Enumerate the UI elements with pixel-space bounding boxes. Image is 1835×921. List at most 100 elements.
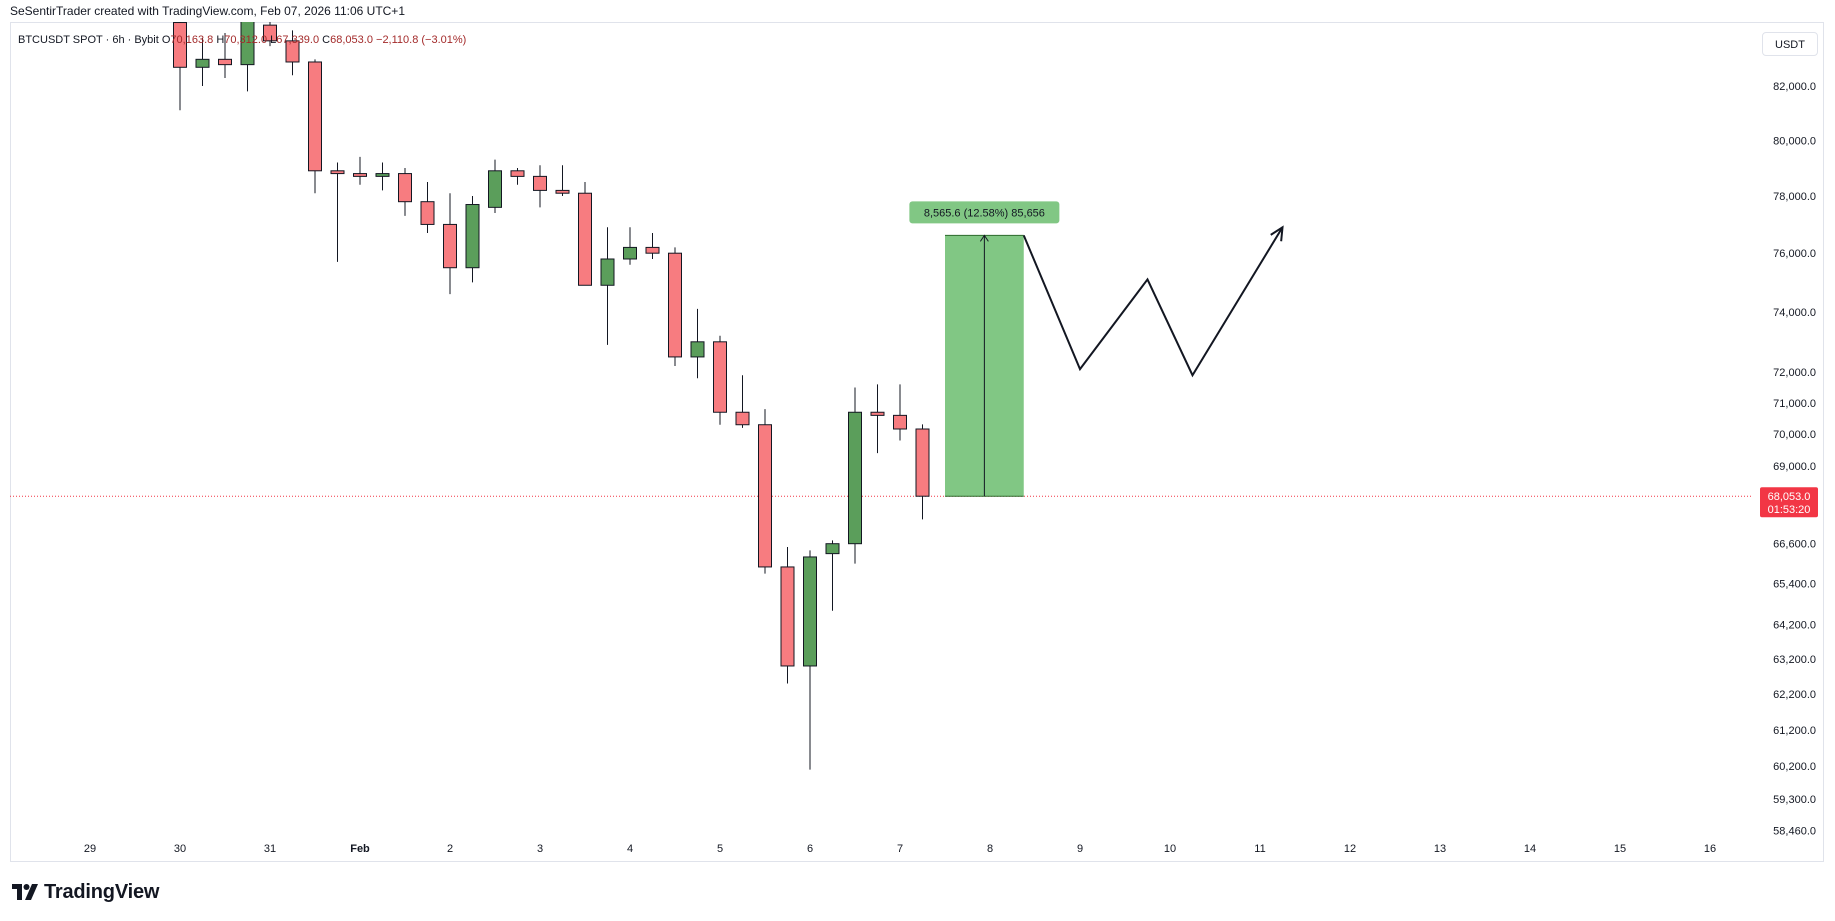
candle[interactable] xyxy=(623,227,637,265)
candle[interactable] xyxy=(578,181,592,286)
candle[interactable] xyxy=(353,156,367,185)
candle-body xyxy=(735,411,750,426)
chart-frame[interactable] xyxy=(10,22,1824,862)
candle[interactable] xyxy=(173,0,187,111)
candle-body xyxy=(758,424,772,568)
price-range-label-bg xyxy=(909,201,1060,224)
candle[interactable] xyxy=(510,168,525,185)
candle-body xyxy=(803,556,817,667)
candle[interactable] xyxy=(893,384,907,441)
y-tick-label: 63,200.0 xyxy=(1773,654,1816,666)
candle-body xyxy=(690,341,705,358)
candle[interactable] xyxy=(308,59,322,194)
candle-body xyxy=(488,170,502,208)
candle[interactable] xyxy=(713,335,727,425)
x-tick-label: 7 xyxy=(897,843,903,855)
symbol-title[interactable]: BTCUSDT SPOT · 6h · Bybit xyxy=(18,34,159,46)
candle[interactable] xyxy=(555,165,570,197)
y-tick-label: 58,460.0 xyxy=(1773,826,1816,838)
candle-body xyxy=(510,170,525,177)
tradingview-logo-icon xyxy=(12,884,38,900)
candle[interactable] xyxy=(645,233,660,259)
candle[interactable] xyxy=(600,227,615,345)
y-tick-label: 74,000.0 xyxy=(1773,307,1816,319)
candle[interactable] xyxy=(263,7,277,47)
candle[interactable] xyxy=(533,165,547,208)
candle[interactable] xyxy=(758,409,772,574)
x-tick-label: 11 xyxy=(1254,843,1265,855)
candle-body xyxy=(893,414,907,430)
x-tick-label: 30 xyxy=(174,843,186,855)
candle[interactable] xyxy=(825,540,840,611)
candle[interactable] xyxy=(780,547,795,684)
x-tick-label: 14 xyxy=(1524,843,1536,855)
x-tick-label: Feb xyxy=(350,843,370,855)
high-label: H xyxy=(216,34,225,46)
candle-body xyxy=(578,192,592,286)
candle[interactable] xyxy=(375,162,390,191)
candle-body xyxy=(375,173,390,177)
candle-body xyxy=(870,411,885,416)
x-tick-label: 16 xyxy=(1704,843,1716,855)
candle-body xyxy=(353,173,367,177)
brand-name: TradingView xyxy=(44,880,160,903)
candle[interactable] xyxy=(870,384,885,454)
change-value: −2,110.8 (−3.01%) xyxy=(376,34,467,46)
x-tick-label: 13 xyxy=(1434,843,1446,855)
candle[interactable] xyxy=(330,162,345,262)
candle[interactable] xyxy=(420,181,435,234)
candle-body xyxy=(848,411,862,545)
projection-path[interactable] xyxy=(1022,226,1284,378)
symbol-legend: BTCUSDT SPOT · 6h · Bybit O70,163.8 H70,… xyxy=(18,34,466,46)
candle-body xyxy=(915,428,930,497)
candle[interactable] xyxy=(735,375,750,428)
low-value: 67,339.0 xyxy=(276,34,320,46)
candle-body xyxy=(218,58,232,66)
close-value: 68,053.0 xyxy=(330,34,373,46)
candle[interactable] xyxy=(848,387,862,564)
candle-body xyxy=(668,252,682,358)
candle[interactable] xyxy=(803,550,817,770)
candle[interactable] xyxy=(690,308,705,379)
current-price-value: 68,053.0 xyxy=(1768,491,1811,503)
y-tick-label: 80,000.0 xyxy=(1773,135,1816,147)
candle-body xyxy=(533,175,547,191)
x-tick-label: 12 xyxy=(1344,843,1356,855)
candle[interactable] xyxy=(465,196,480,283)
candle[interactable] xyxy=(240,0,255,92)
candle[interactable] xyxy=(668,247,682,367)
y-tick-label: 78,000.0 xyxy=(1773,191,1816,203)
price-range-label: 8,565.6 (12.58%) 85,656 xyxy=(924,207,1045,219)
currency-button[interactable]: USDT xyxy=(1762,32,1818,56)
candle[interactable] xyxy=(218,32,232,78)
candle[interactable] xyxy=(285,30,300,76)
candle-countdown: 01:53:20 xyxy=(1768,504,1811,516)
tradingview-brand[interactable]: TradingView xyxy=(12,880,159,904)
candle-body xyxy=(645,246,660,254)
x-tick-label: 31 xyxy=(264,843,276,855)
candle-body xyxy=(713,341,727,413)
current-price-badge xyxy=(1760,487,1818,518)
candle[interactable] xyxy=(398,168,412,216)
y-tick-label: 70,000.0 xyxy=(1773,429,1816,441)
projection-path-arrowhead xyxy=(1270,225,1284,242)
x-tick-label: 5 xyxy=(717,843,723,855)
candle-body xyxy=(465,204,480,269)
candle-body xyxy=(420,201,435,225)
candle[interactable] xyxy=(195,38,210,86)
candle-body xyxy=(443,223,457,269)
y-tick-label: 76,000.0 xyxy=(1773,248,1816,260)
candle-body xyxy=(285,40,300,63)
candle[interactable] xyxy=(488,159,502,214)
x-tick-label: 29 xyxy=(84,843,96,855)
open-value: 70,163.8 xyxy=(170,34,214,46)
y-tick-label: 61,200.0 xyxy=(1773,725,1816,737)
candle-body xyxy=(623,246,637,260)
candle-body xyxy=(195,58,210,68)
y-tick-label: 65,400.0 xyxy=(1773,579,1816,591)
high-value: 70,312.0 xyxy=(224,34,268,46)
candle[interactable] xyxy=(443,193,457,295)
candle-body xyxy=(173,22,187,68)
candle[interactable] xyxy=(915,424,930,520)
